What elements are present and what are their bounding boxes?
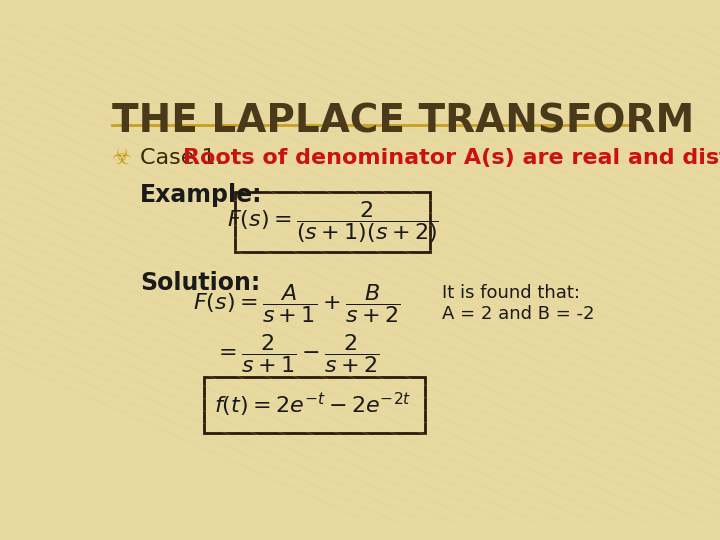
Text: $f(t) = 2e^{-t} - 2e^{-2t}$: $f(t) = 2e^{-t} - 2e^{-2t}$ (215, 390, 412, 418)
Text: It is found that:
A = 2 and B = -2: It is found that: A = 2 and B = -2 (441, 285, 594, 323)
Text: Case 1:: Case 1: (140, 148, 230, 168)
Text: $= \dfrac{2}{s+1} - \dfrac{2}{s+2}$: $= \dfrac{2}{s+1} - \dfrac{2}{s+2}$ (214, 332, 379, 375)
Text: THE LAPLACE TRANSFORM: THE LAPLACE TRANSFORM (112, 102, 695, 140)
Text: $F(s) = \dfrac{A}{s+1} + \dfrac{B}{s+2}$: $F(s) = \dfrac{A}{s+1} + \dfrac{B}{s+2}$ (193, 282, 400, 326)
Text: Example:: Example: (140, 183, 263, 207)
Text: ☣: ☣ (112, 148, 132, 168)
Text: $F(s) = \dfrac{2}{(s+1)(s+2)}$: $F(s) = \dfrac{2}{(s+1)(s+2)}$ (227, 199, 438, 245)
Text: Solution:: Solution: (140, 271, 261, 295)
Text: Roots of denominator A(s) are real and distinct.: Roots of denominator A(s) are real and d… (183, 148, 720, 168)
